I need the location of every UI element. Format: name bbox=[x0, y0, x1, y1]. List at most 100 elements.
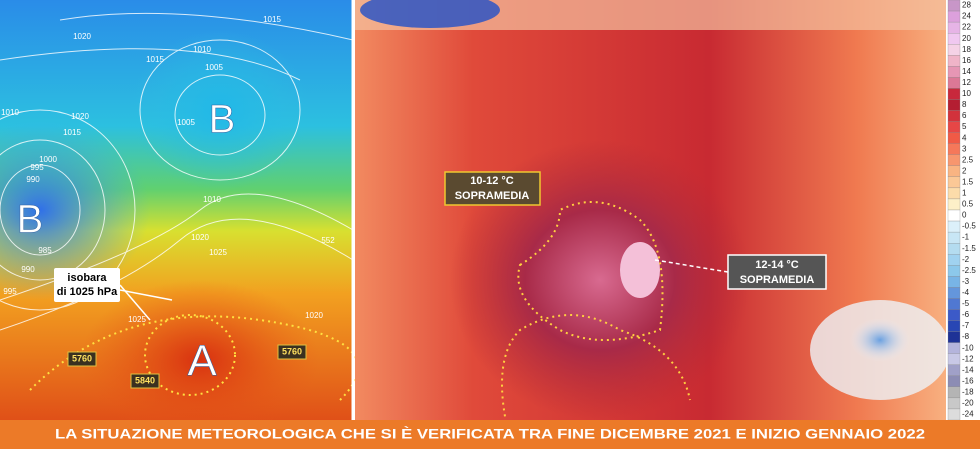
geopotential-box bbox=[277, 344, 307, 360]
isobar-label: 995 bbox=[3, 287, 17, 296]
colorbar-swatch bbox=[947, 375, 961, 387]
colorbar-label: -2 bbox=[962, 255, 970, 264]
colorbar-swatch bbox=[947, 21, 961, 34]
geopotential-label: 5840 bbox=[135, 375, 155, 385]
isobar-label: 1015 bbox=[63, 128, 81, 137]
colorbar-swatch bbox=[947, 33, 961, 45]
warm-peak bbox=[620, 242, 660, 298]
box-text: 12-14 °C bbox=[755, 259, 799, 271]
high-area bbox=[80, 280, 320, 440]
colorbar-swatch bbox=[947, 110, 961, 122]
isobar-label: 1015 bbox=[146, 55, 164, 64]
warm-core bbox=[450, 140, 750, 420]
box-text: SOPRAMEDIA bbox=[740, 274, 815, 286]
colorbar-swatch bbox=[947, 342, 961, 354]
geopotential-box bbox=[130, 373, 160, 389]
box-texts: 10-12 °C SOPRAMEDIA 12-14 °C SOPRAMEDIA bbox=[455, 175, 815, 286]
cold-area bbox=[360, 0, 500, 28]
isobar-label: 990 bbox=[21, 265, 35, 274]
colorbar-label: -16 bbox=[962, 376, 974, 385]
colorbar-swatch bbox=[947, 231, 961, 244]
colorbar-label: 0 bbox=[962, 211, 967, 220]
colorbar-label: -4 bbox=[962, 288, 970, 297]
colorbar-label: -14 bbox=[962, 365, 974, 374]
colorbar-label: -1.5 bbox=[962, 244, 976, 253]
colorbar-label: 2 bbox=[962, 166, 967, 175]
callout-text: isobara bbox=[67, 272, 107, 284]
colorbar-swatch bbox=[947, 320, 961, 332]
colorbar-label: -18 bbox=[962, 387, 974, 396]
box-text: SOPRAMEDIA bbox=[455, 190, 530, 202]
colorbar-swatch bbox=[947, 66, 961, 78]
colorbar-label: -6 bbox=[962, 310, 970, 319]
colorbar-label: 8 bbox=[962, 100, 967, 109]
colorbar-swatch bbox=[947, 331, 961, 343]
colorbar-swatch bbox=[947, 10, 961, 23]
colorbar-swatch bbox=[947, 397, 961, 410]
colorbar-swatch bbox=[947, 165, 961, 177]
colorbar-swatch bbox=[947, 243, 961, 255]
callout-text: di 1025 hPa bbox=[57, 286, 118, 298]
low-area bbox=[130, 30, 310, 190]
footer-bar bbox=[0, 420, 980, 449]
colorbar-swatch bbox=[947, 88, 961, 100]
colorbar-swatch bbox=[947, 408, 961, 421]
colorbar-label: -5 bbox=[962, 299, 970, 308]
isobar-label: 990 bbox=[26, 175, 40, 184]
colorbar-label: 5 bbox=[962, 122, 967, 131]
colorbar-label: 1 bbox=[962, 189, 967, 198]
colorbar-label: -7 bbox=[962, 321, 970, 330]
colorbar-label: 6 bbox=[962, 111, 967, 120]
isobar-label: 1025 bbox=[209, 248, 227, 257]
isobar-label: 1010 bbox=[1, 108, 19, 117]
colorbar-swatch bbox=[947, 386, 961, 399]
colorbar-label: -3 bbox=[962, 277, 970, 286]
colorbar-label: 20 bbox=[962, 34, 971, 43]
label-box bbox=[727, 254, 827, 290]
colorbar-label: 14 bbox=[962, 67, 971, 76]
colorbar-label: 24 bbox=[962, 12, 971, 21]
colorbar-label: -0.5 bbox=[962, 222, 976, 231]
colorbar-swatch bbox=[947, 44, 961, 56]
isobar-label: 1020 bbox=[71, 112, 89, 121]
colorbar-swatch bbox=[947, 187, 961, 200]
label-box bbox=[444, 171, 541, 206]
callout-box bbox=[54, 268, 120, 302]
colorbar-swatch bbox=[947, 121, 961, 133]
colorbar-swatch bbox=[947, 298, 961, 310]
cold-area bbox=[850, 318, 910, 362]
colorbar-label: -2.5 bbox=[962, 266, 976, 275]
isobar-label: 1000 bbox=[39, 155, 57, 164]
pointer bbox=[654, 259, 729, 273]
colorbar-swatch bbox=[947, 287, 961, 299]
colorbar-swatch bbox=[947, 154, 961, 166]
colorbar-label: 3 bbox=[962, 144, 967, 153]
isobar-label: 1005 bbox=[205, 63, 223, 72]
isobar-label: 1010 bbox=[193, 45, 211, 54]
pointer bbox=[119, 289, 173, 301]
box-text: 10-12 °C bbox=[470, 175, 514, 187]
colorbar-label: 12 bbox=[962, 78, 971, 87]
anomaly-contours bbox=[501, 201, 691, 441]
colorbar-label: -20 bbox=[962, 399, 974, 408]
isobar-label: 1020 bbox=[73, 32, 91, 41]
colorbar-label: -8 bbox=[962, 332, 970, 341]
colorbar-swatch bbox=[947, 220, 961, 233]
isobar-label: 1005 bbox=[177, 118, 195, 127]
colorbar-label: 16 bbox=[962, 56, 971, 65]
colorbar-label: 4 bbox=[962, 133, 967, 142]
isobar-label: 985 bbox=[38, 246, 52, 255]
pointer bbox=[119, 284, 151, 321]
colorbar-label: -24 bbox=[962, 410, 974, 419]
colorbar-swatch bbox=[947, 77, 961, 89]
isobar-label: 1020 bbox=[191, 233, 209, 242]
footer-text: LA SITUAZIONE METEOROLOGICA CHE SI È VER… bbox=[55, 426, 925, 442]
colorbar-swatch bbox=[947, 132, 961, 144]
isobar-label: 995 bbox=[30, 163, 44, 172]
pressure-center: B bbox=[17, 198, 44, 242]
colorbar-label: 0.5 bbox=[962, 200, 974, 209]
colorbar-swatch bbox=[947, 99, 961, 111]
colorbar-label: 22 bbox=[962, 23, 971, 32]
colorbar-label: 28 bbox=[962, 1, 971, 10]
